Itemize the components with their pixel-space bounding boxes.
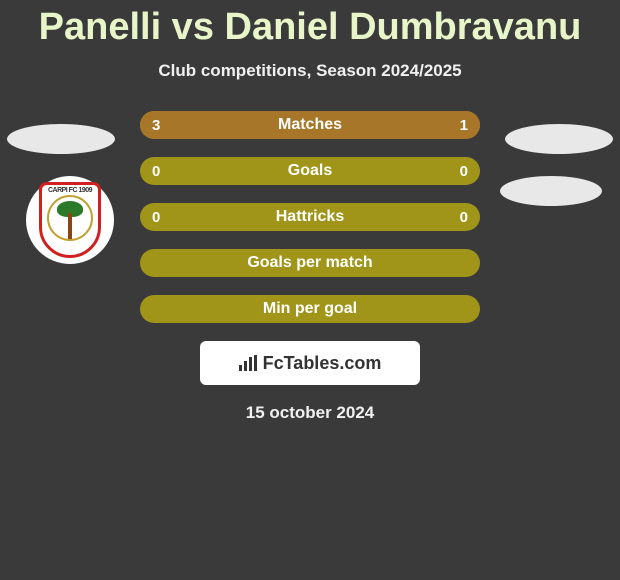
bar-label: Goals xyxy=(140,157,480,185)
bar-row-hattricks: 0 0 Hattricks xyxy=(140,203,480,231)
bar-label: Matches xyxy=(140,111,480,139)
logo-text: FcTables.com xyxy=(263,353,382,374)
comparison-bars: 3 1 Matches 0 0 Goals 0 0 Hattricks Goal… xyxy=(0,111,620,323)
bar-row-goals: 0 0 Goals xyxy=(140,157,480,185)
fctables-logo: FcTables.com xyxy=(200,341,420,385)
bar-row-matches: 3 1 Matches xyxy=(140,111,480,139)
bar-chart-icon xyxy=(239,355,257,371)
bar-row-min-per-goal: Min per goal xyxy=(140,295,480,323)
bar-label: Goals per match xyxy=(140,249,480,277)
page-title: Panelli vs Daniel Dumbravanu xyxy=(0,0,620,49)
date-text: 15 october 2024 xyxy=(0,403,620,423)
bar-label: Min per goal xyxy=(140,295,480,323)
bar-label: Hattricks xyxy=(140,203,480,231)
bar-row-goals-per-match: Goals per match xyxy=(140,249,480,277)
page-subtitle: Club competitions, Season 2024/2025 xyxy=(0,61,620,81)
